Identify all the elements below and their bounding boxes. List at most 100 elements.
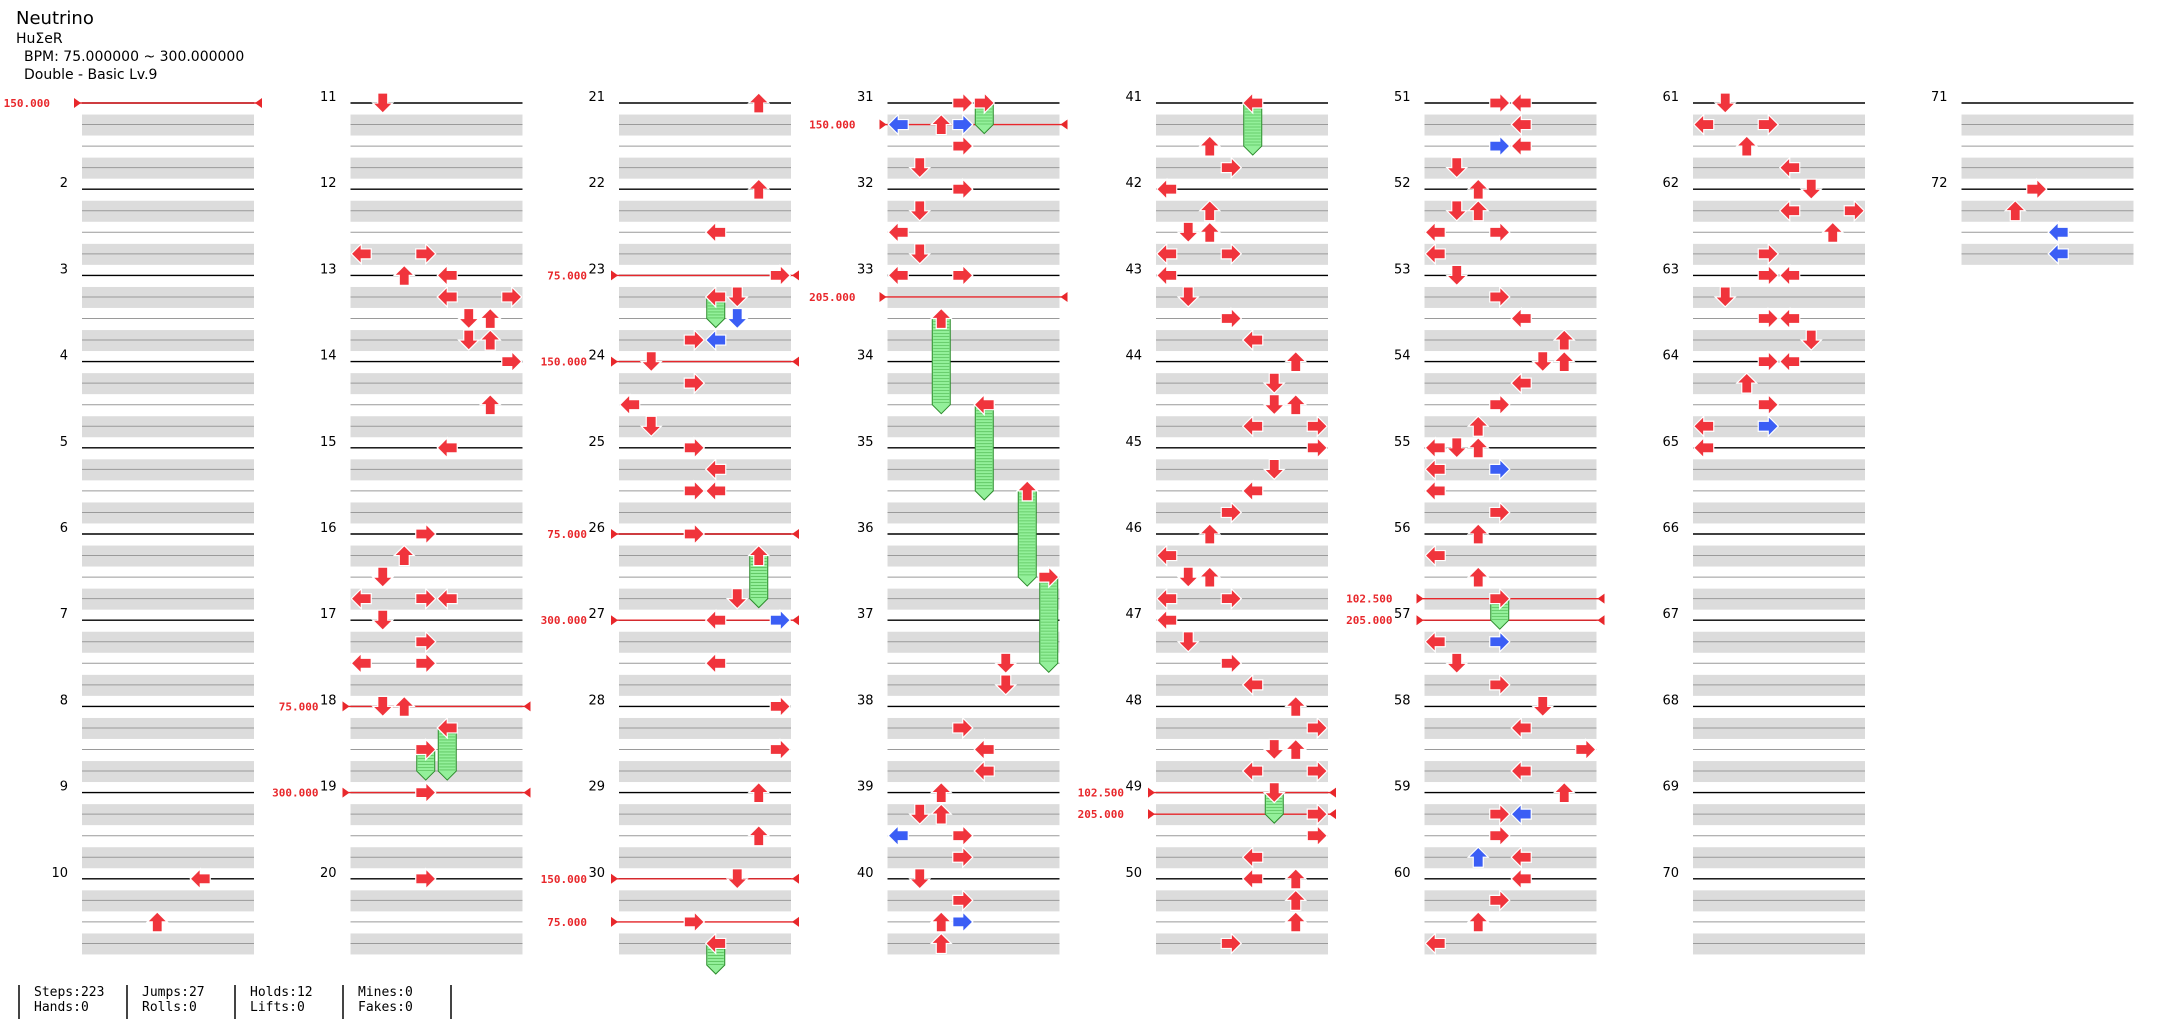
measure-number: 31 xyxy=(857,90,874,105)
arrow-icon xyxy=(1489,393,1511,417)
arrow-icon xyxy=(1531,695,1555,718)
arrow-icon xyxy=(1778,156,1801,180)
arrow-icon xyxy=(1176,566,1200,588)
measure-number: 58 xyxy=(1394,693,1411,708)
arrow-icon xyxy=(457,307,481,330)
arrow-icon xyxy=(1424,220,1446,244)
measure: 2 xyxy=(60,176,254,265)
arrow-icon xyxy=(1220,932,1243,955)
bpm-change-marker: 102.500 xyxy=(1346,593,1605,606)
arrow-icon xyxy=(2047,242,2069,266)
song-artist: HuΣeR xyxy=(16,31,63,47)
bpm-left-tick xyxy=(1148,809,1155,820)
arrow-icon xyxy=(1552,350,1576,373)
bpm-right-tick xyxy=(1060,119,1068,130)
arrow-icon xyxy=(704,932,727,955)
measure-number: 46 xyxy=(1125,521,1142,536)
measure-number: 2 xyxy=(60,176,68,191)
measure-number: 22 xyxy=(588,176,605,191)
arrow-icon xyxy=(1510,759,1532,783)
measure: 56 xyxy=(1394,521,1597,610)
arrow-icon xyxy=(1510,307,1532,330)
arrow-icon xyxy=(1466,911,1490,933)
arrow-icon xyxy=(1306,414,1329,438)
bpm-change-marker: 102.500 xyxy=(1078,787,1336,800)
arrow-icon xyxy=(973,393,995,417)
arrow-icon xyxy=(639,351,663,373)
measure-number: 33 xyxy=(857,262,874,277)
arrow-icon xyxy=(1241,673,1264,697)
arrow-icon xyxy=(1466,523,1490,545)
stat-hands: Hands:0 xyxy=(34,1000,89,1015)
measure-number: 37 xyxy=(857,607,874,622)
arrow-icon xyxy=(1284,393,1308,416)
measure-number: 52 xyxy=(1394,176,1411,191)
bpm-left-tick xyxy=(1148,787,1155,798)
measure-number: 34 xyxy=(857,349,874,364)
arrow-icon xyxy=(1424,436,1446,460)
arrow-icon xyxy=(1445,264,1469,287)
arrow-icon xyxy=(952,888,974,912)
arrow-icon xyxy=(952,177,974,201)
measure-number: 12 xyxy=(320,176,337,191)
arrow-icon xyxy=(747,781,771,804)
arrow-icon xyxy=(478,393,502,416)
arrow-icon xyxy=(1510,867,1532,891)
measure-number: 55 xyxy=(1394,435,1411,450)
arrow-icon xyxy=(350,651,372,675)
bpm-label: 75.000 xyxy=(547,528,587,541)
stat-fakes: Fakes:0 xyxy=(358,1000,413,1015)
arrow-icon xyxy=(1155,587,1178,611)
bpm-label: 205.000 xyxy=(1078,808,1124,821)
arrow-icon xyxy=(415,867,437,891)
stat-holds: Holds:12 xyxy=(250,985,313,1000)
arrow-icon xyxy=(1176,221,1200,244)
arrow-icon xyxy=(1176,286,1200,308)
arrow-icon xyxy=(371,695,395,718)
bpm-right-tick xyxy=(1060,291,1068,302)
arrow-icon xyxy=(1241,845,1264,869)
bpm-label: 75.000 xyxy=(547,269,587,282)
arrow-icon xyxy=(1757,393,1780,417)
arrow-icon xyxy=(1262,781,1286,804)
measure-number: 61 xyxy=(1662,90,1679,105)
arrow-icon xyxy=(1198,199,1222,222)
arrow-icon xyxy=(1241,867,1264,891)
measure-number: 69 xyxy=(1662,780,1679,795)
arrow-icon xyxy=(1284,695,1308,718)
measure-number: 9 xyxy=(60,780,68,795)
bpm-left-tick xyxy=(611,873,618,884)
stat-mines: Mines:0 xyxy=(358,985,413,1000)
measure-number: 36 xyxy=(857,521,874,536)
bpm-change-marker: 150.000 xyxy=(4,97,262,110)
arrow-icon xyxy=(618,393,641,417)
arrow-icon xyxy=(478,307,502,330)
arrow-icon xyxy=(1531,351,1555,373)
measure: 71 xyxy=(1931,90,2134,179)
measure-number: 72 xyxy=(1931,176,1948,191)
bpm-change-marker: 205.000 xyxy=(1346,614,1605,627)
arrow-icon xyxy=(1155,544,1178,567)
measure: 41 xyxy=(1125,90,1328,179)
hold-note xyxy=(1017,490,1037,587)
bpm-label: 150.000 xyxy=(809,119,855,132)
arrow-icon xyxy=(683,436,706,460)
arrow-icon xyxy=(1306,436,1329,460)
measure-number: 32 xyxy=(857,176,874,191)
arrow-icon xyxy=(1466,199,1490,222)
measure: 59 xyxy=(1394,780,1597,869)
stat-jumps: Jumps:27 xyxy=(142,985,205,1000)
bpm-change-marker: 205.000 xyxy=(809,291,1068,304)
arrow-icon xyxy=(908,157,932,179)
arrow-icon xyxy=(1510,91,1532,115)
measure-number: 15 xyxy=(320,435,337,450)
measure-number: 8 xyxy=(60,693,68,708)
arrow-icon xyxy=(1692,414,1715,438)
arrow-icon xyxy=(952,910,974,934)
bpm-label: 150.000 xyxy=(541,873,587,886)
arrow-icon xyxy=(908,803,932,825)
measure-number: 57 xyxy=(1394,607,1411,622)
arrow-icon xyxy=(1306,716,1329,740)
arrow-icon xyxy=(415,738,437,761)
arrow-icon xyxy=(1445,157,1469,179)
